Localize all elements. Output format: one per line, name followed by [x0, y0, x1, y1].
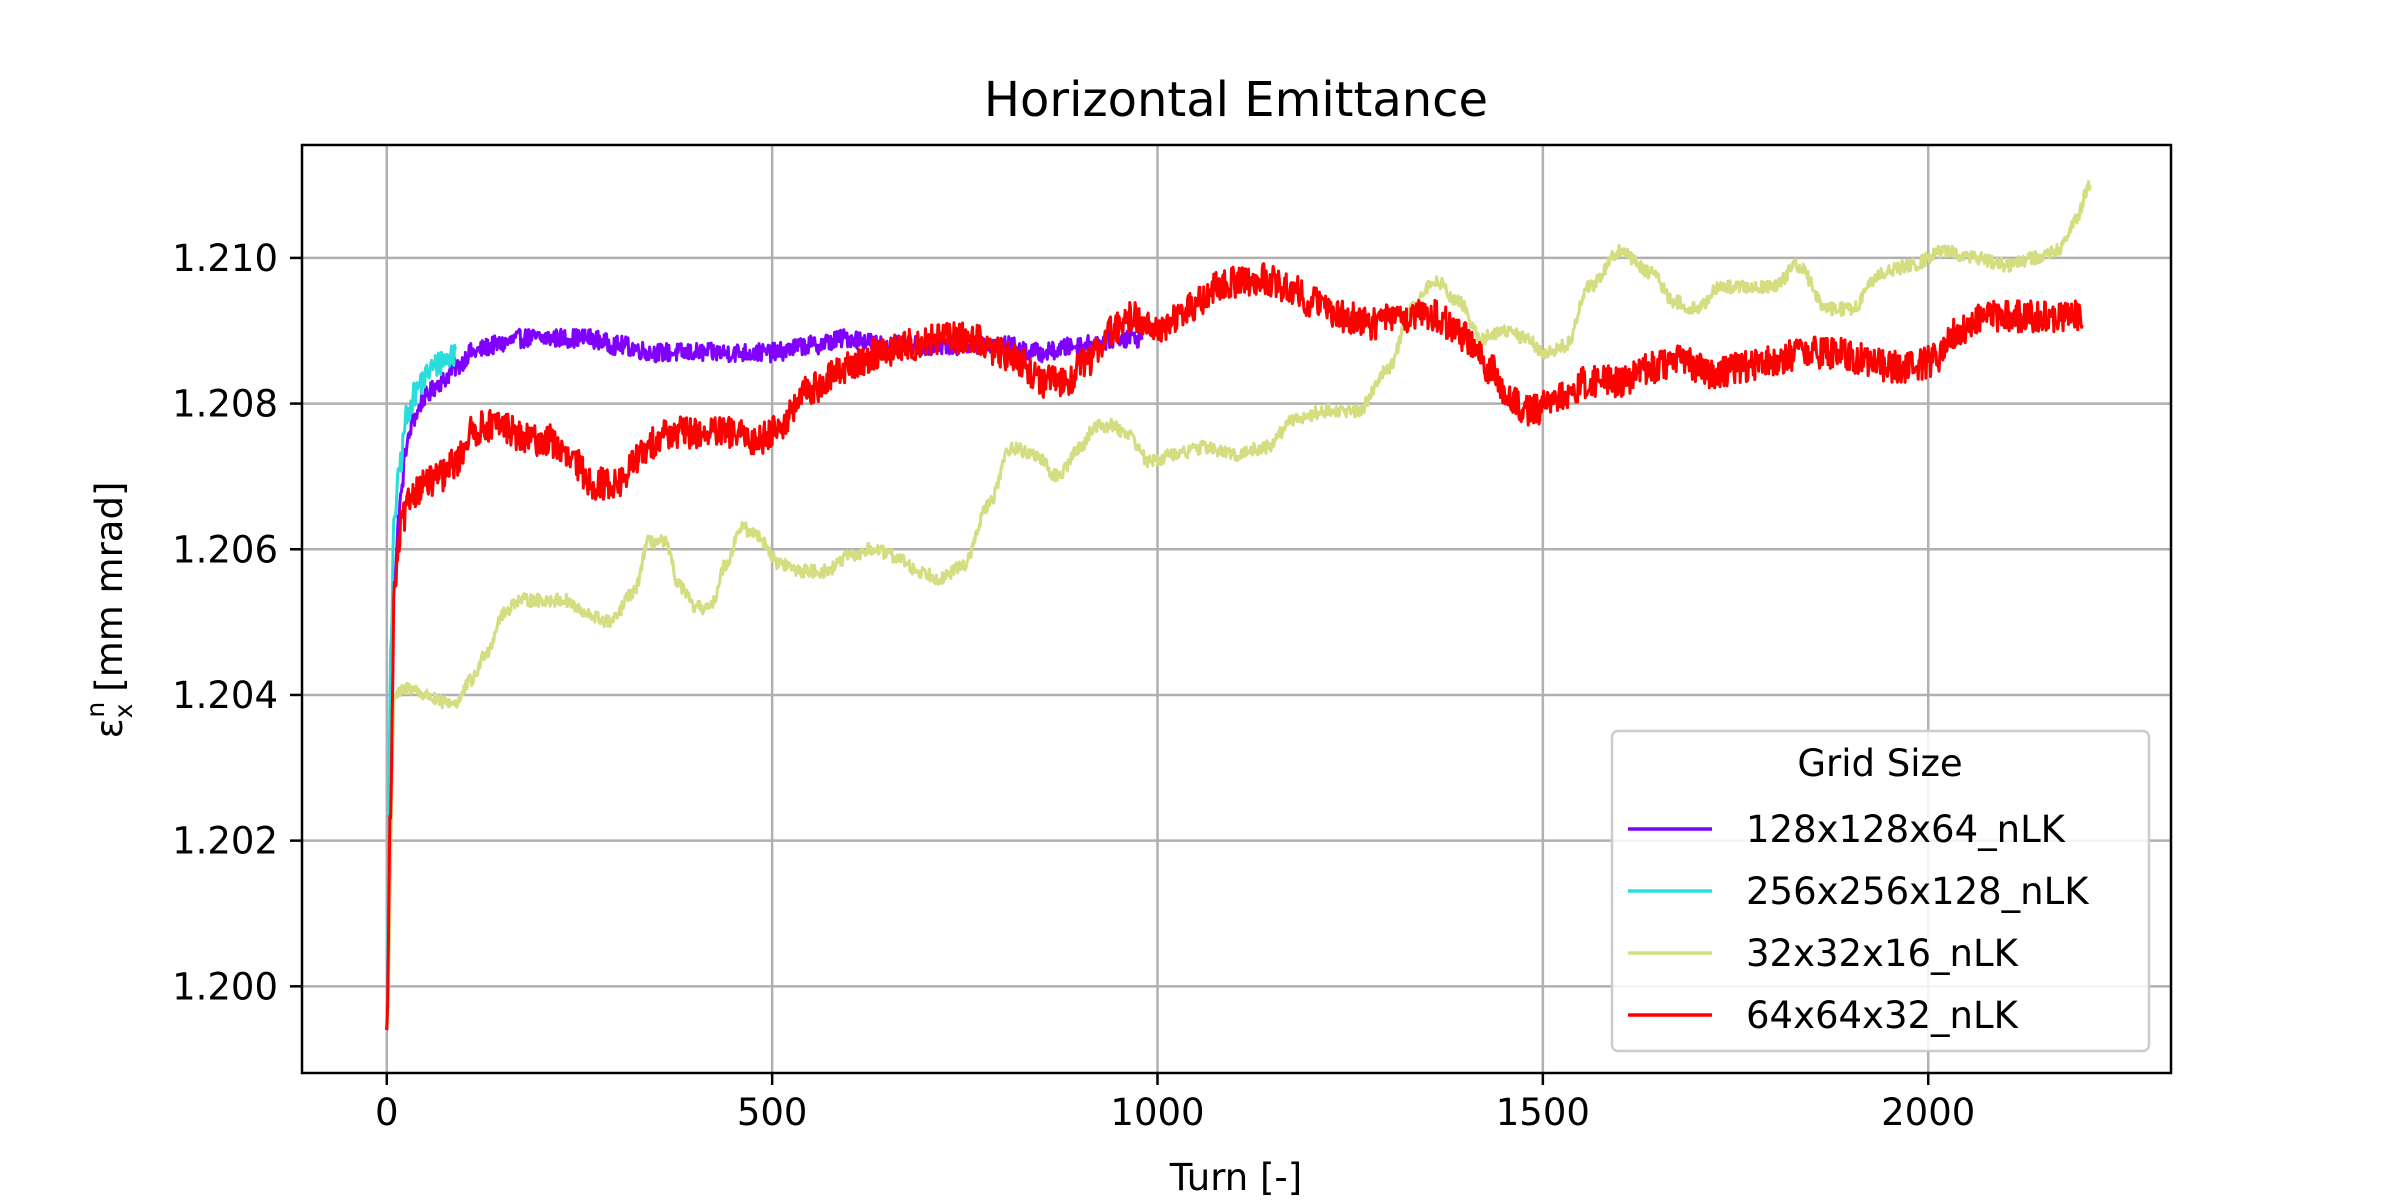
legend-title: Grid Size	[1797, 742, 1962, 785]
legend-box	[1610, 729, 2151, 1053]
legend-label-64x64x32_nLK: 64x64x32_nLK	[1746, 994, 2020, 1037]
y-tick-label: 1.206	[172, 528, 278, 571]
y-tick-label: 1.200	[172, 965, 278, 1008]
x-axis-label: Turn [-]	[1169, 1156, 1302, 1199]
x-tick-label: 500	[737, 1091, 808, 1134]
x-tick-label: 0	[375, 1091, 399, 1134]
y-tick-label: 1.210	[172, 237, 278, 280]
axis-ticks: 0 500 1000 1500 2000 1.200 1.202 1.204 1.206 1.20…	[172, 237, 1975, 1134]
y-axis-label: εxn [mm mrad]	[81, 482, 138, 739]
y-axis-label-superscript: n	[81, 702, 110, 718]
y-tick-label: 1.202	[172, 820, 278, 863]
series-line-64x64x32_nLK	[385, 262, 2084, 1031]
series-line-32x32x16_nLK	[385, 179, 2092, 1031]
legend-label-128x128x64_nLK: 128x128x64_nLK	[1746, 808, 2067, 851]
svg-text:εxn[mm mrad]: εxn [mm mrad]	[81, 482, 138, 739]
plot-frame	[300, 143, 2173, 1075]
y-axis-label-symbol: ε	[88, 718, 131, 738]
y-tick-label: 1.208	[172, 383, 278, 426]
legend-entries: 128x128x64_nLK 256x256x128_nLK 32x32x16_nL…	[1628, 808, 2090, 1037]
x-tick-label: 2000	[1881, 1091, 1975, 1134]
legend-label-256x256x128_nLK: 256x256x128_nLK	[1746, 870, 2090, 913]
series-lines	[385, 179, 2092, 1031]
y-axis-label-unit: [mm mrad]	[88, 482, 131, 692]
y-tick-label: 1.204	[172, 674, 278, 717]
x-tick-label: 1000	[1110, 1091, 1204, 1134]
chart-title: Horizontal Emittance	[984, 72, 1488, 128]
series-line-256x256x128_nLK	[385, 343, 458, 1031]
y-axis-label-subscript: x	[109, 704, 138, 719]
x-tick-label: 1500	[1496, 1091, 1590, 1134]
legend: Grid Size 128x128x64_nLK 256x256x128_nLK 3…	[1610, 729, 2151, 1053]
legend-label-32x32x16_nLK: 32x32x16_nLK	[1746, 932, 2020, 975]
